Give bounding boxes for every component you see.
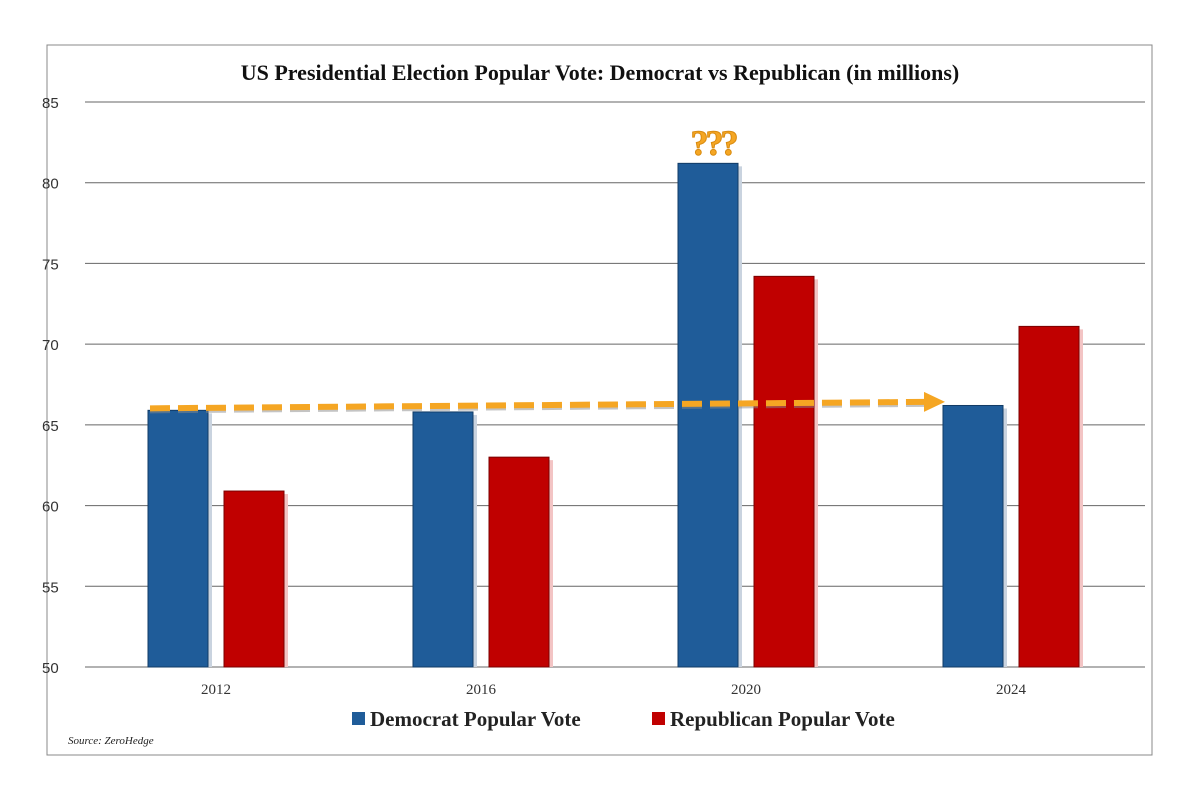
republican-bar-2012 — [223, 490, 285, 668]
arrow-head-icon — [924, 391, 945, 412]
legend-label: Democrat Popular Vote — [370, 707, 581, 731]
y-tick-label: 85 — [42, 95, 59, 112]
republican-bar-2016 — [488, 456, 550, 668]
legend-swatch — [352, 712, 365, 725]
legend-swatch — [652, 712, 665, 725]
y-tick-label: 55 — [42, 579, 59, 596]
democrat-bar-2012 — [147, 409, 209, 668]
source-note: Source: ZeroHedge — [68, 735, 154, 747]
question-marks: ??? — [691, 123, 737, 163]
x-tick-label: 2012 — [201, 682, 231, 698]
democrat-bar-2024 — [942, 404, 1004, 668]
x-tick-label: 2020 — [731, 682, 761, 698]
trend-arrow-line — [149, 398, 929, 412]
y-tick-label: 65 — [42, 418, 59, 435]
democrat-bar-2016 — [412, 411, 474, 668]
x-tick-label: 2016 — [466, 682, 497, 698]
legend-label: Republican Popular Vote — [670, 707, 895, 731]
y-tick-label: 70 — [42, 337, 59, 354]
chart-title: US Presidential Election Popular Vote: D… — [241, 60, 959, 85]
democrat-bar-2020 — [677, 162, 739, 668]
republican-bar-2020 — [753, 275, 815, 668]
x-tick-label: 2024 — [996, 682, 1027, 698]
republican-bar-2024 — [1018, 325, 1080, 668]
y-tick-label: 75 — [42, 256, 59, 273]
y-tick-label: 80 — [42, 176, 59, 193]
y-tick-label: 60 — [42, 499, 59, 516]
y-tick-label: 50 — [42, 660, 59, 677]
